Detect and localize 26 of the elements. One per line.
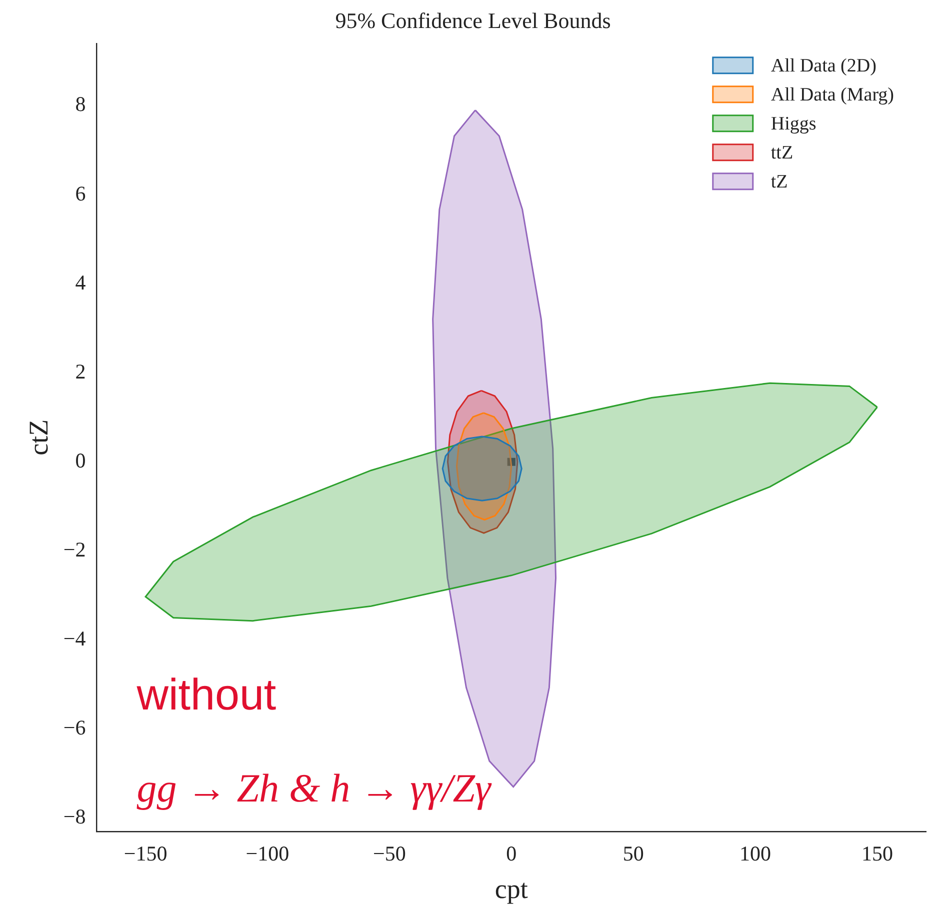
x-axis-title: cpt <box>494 874 528 904</box>
y-tick-label: 0 <box>75 448 86 472</box>
legend-label: All Data (2D) <box>770 55 876 76</box>
x-tick-label: 0 <box>506 842 517 866</box>
y-tick-label: 6 <box>75 181 86 206</box>
y-tick-label: −8 <box>63 804 86 829</box>
legend-label: tZ <box>770 171 788 192</box>
x-tick-label: −100 <box>246 842 290 866</box>
legend-label: All Data (Marg) <box>770 84 894 106</box>
y-tick-label: −2 <box>63 537 86 562</box>
legend-label: Higgs <box>770 113 816 134</box>
x-tick-label: −150 <box>124 842 168 866</box>
y-tick-label: 8 <box>75 92 86 116</box>
legend-label: ttZ <box>770 142 794 164</box>
x-tick-label: 150 <box>861 842 893 866</box>
x-tick-label: −50 <box>373 842 406 866</box>
chart-title: 95% Confidence Level Bounds <box>335 8 611 33</box>
x-tick-label: 50 <box>622 842 644 866</box>
x-tick-label: 100 <box>740 842 772 866</box>
y-axis-title: ctZ <box>23 419 54 456</box>
y-tick-label: 2 <box>75 359 86 384</box>
annotation: without <box>136 670 276 720</box>
y-tick-label: −4 <box>63 626 86 650</box>
y-tick-label: −6 <box>63 716 86 740</box>
annotation: gg → Zh & h → γγ/Zγ <box>136 765 492 810</box>
y-tick-label: 4 <box>75 270 86 294</box>
